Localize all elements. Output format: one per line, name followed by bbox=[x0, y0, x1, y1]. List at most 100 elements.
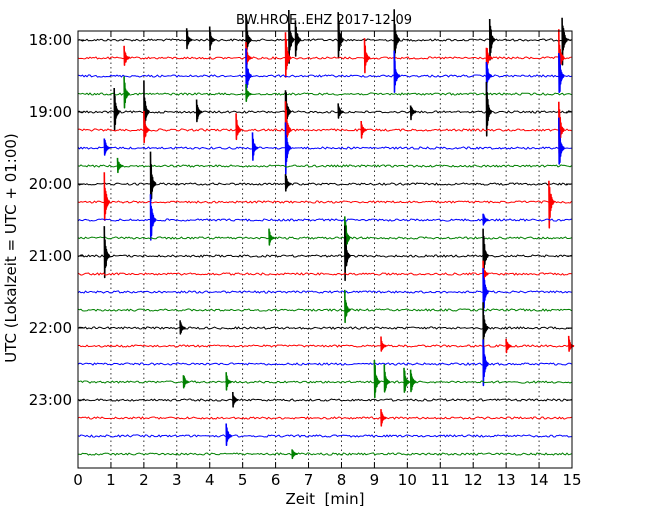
y-axis-label: UTC (Lokalzeit = UTC + 01:00) bbox=[2, 133, 20, 363]
trace-line bbox=[77, 254, 572, 258]
x-tick-label: 0 bbox=[73, 471, 83, 489]
seismic-event bbox=[482, 260, 489, 284]
x-tick-label: 15 bbox=[562, 471, 581, 489]
x-axis-label: Zeit [min] bbox=[285, 490, 364, 508]
trace-line bbox=[77, 326, 572, 330]
trace-line bbox=[77, 434, 572, 438]
trace-line bbox=[77, 128, 572, 132]
trace-row bbox=[77, 302, 572, 349]
seismic-event bbox=[225, 372, 232, 391]
x-tick-label: 5 bbox=[238, 471, 248, 489]
trace-line bbox=[77, 56, 572, 60]
x-tick-label: 10 bbox=[398, 471, 417, 489]
seismic-event bbox=[103, 172, 111, 221]
trace-line bbox=[77, 92, 572, 96]
x-tick-label: 8 bbox=[337, 471, 347, 489]
seismic-event bbox=[284, 32, 292, 78]
seismic-event bbox=[548, 180, 555, 229]
seismic-event bbox=[409, 105, 417, 121]
trace-row bbox=[77, 9, 572, 66]
seismic-event bbox=[232, 391, 239, 408]
seismic-event bbox=[380, 336, 387, 352]
seismic-event bbox=[143, 80, 150, 138]
seismic-event bbox=[284, 174, 292, 192]
seismic-event bbox=[488, 18, 496, 61]
trace-line bbox=[77, 362, 572, 366]
trace-row bbox=[77, 449, 572, 460]
seismic-event bbox=[195, 99, 203, 123]
x-tick-label: 6 bbox=[271, 471, 281, 489]
seismic-event bbox=[558, 101, 565, 155]
seismic-event bbox=[505, 338, 512, 354]
seismic-event bbox=[558, 53, 565, 93]
trace-line bbox=[77, 272, 572, 276]
seismic-event bbox=[182, 375, 190, 389]
seismic-event bbox=[185, 28, 193, 50]
trace-row bbox=[77, 117, 572, 175]
trace-line bbox=[77, 236, 572, 240]
trace-line bbox=[77, 218, 572, 222]
seismic-event bbox=[103, 226, 111, 279]
seismic-event bbox=[284, 101, 292, 147]
seismic-event bbox=[393, 50, 401, 93]
trace-row bbox=[77, 409, 572, 427]
plot-frame bbox=[77, 30, 573, 469]
grid-lines bbox=[110, 31, 540, 468]
seismic-event bbox=[485, 61, 493, 92]
seismic-event bbox=[123, 45, 130, 66]
seismic-event bbox=[482, 302, 490, 349]
trace-line bbox=[77, 146, 572, 150]
seismic-event bbox=[149, 194, 157, 241]
seismic-event bbox=[409, 369, 417, 393]
y-tick-label: 23:00 bbox=[29, 391, 72, 409]
seismic-event bbox=[251, 132, 259, 161]
seismic-event bbox=[485, 81, 493, 137]
y-tick-label: 19:00 bbox=[29, 103, 72, 121]
seismic-event bbox=[373, 359, 381, 399]
trace-line bbox=[77, 416, 572, 420]
seismic-event bbox=[268, 228, 275, 246]
seismic-event bbox=[143, 110, 150, 144]
x-tick-label: 3 bbox=[172, 471, 182, 489]
trace-row bbox=[77, 289, 572, 324]
trace-line bbox=[77, 380, 572, 384]
seismic-event bbox=[208, 26, 216, 51]
seismic-event bbox=[294, 20, 302, 57]
seismic-event bbox=[113, 87, 121, 131]
trace-line bbox=[77, 182, 572, 186]
seismic-event bbox=[235, 113, 242, 141]
axis-ticks bbox=[77, 31, 573, 468]
trace-row bbox=[77, 76, 572, 109]
seismic-event bbox=[363, 38, 371, 74]
seismic-event bbox=[403, 367, 410, 393]
seismic-event bbox=[116, 157, 124, 174]
trace-line bbox=[77, 398, 572, 402]
seismic-event bbox=[485, 47, 493, 70]
x-tick-label: 1 bbox=[106, 471, 116, 489]
seismic-event bbox=[245, 48, 252, 96]
y-tick-labels: 18:00 19:00 20:00 21:00 22:00 23:00 bbox=[29, 31, 72, 409]
seismic-event bbox=[482, 213, 489, 226]
x-tick-label: 9 bbox=[370, 471, 380, 489]
seismic-event bbox=[123, 76, 130, 109]
seismic-event bbox=[245, 42, 252, 69]
trace-row bbox=[77, 172, 572, 229]
seismic-event bbox=[380, 409, 387, 427]
trace-row bbox=[77, 335, 575, 354]
trace-line bbox=[77, 344, 572, 348]
seismic-event bbox=[567, 335, 575, 352]
x-tick-label: 12 bbox=[464, 471, 483, 489]
chart-title: BW.HROE..EHZ 2017-12-09 bbox=[236, 13, 412, 28]
trace-row bbox=[77, 80, 572, 138]
y-tick-label: 20:00 bbox=[29, 175, 72, 193]
seismic-event bbox=[245, 14, 252, 61]
trace-line bbox=[77, 110, 572, 114]
seismic-event bbox=[344, 289, 351, 324]
trace-row bbox=[77, 339, 572, 387]
trace-row bbox=[77, 151, 572, 202]
trace-row bbox=[77, 391, 572, 408]
trace-row bbox=[77, 194, 572, 241]
y-tick-label: 21:00 bbox=[29, 247, 72, 265]
seismic-event bbox=[482, 228, 490, 281]
trace-line bbox=[77, 38, 572, 42]
